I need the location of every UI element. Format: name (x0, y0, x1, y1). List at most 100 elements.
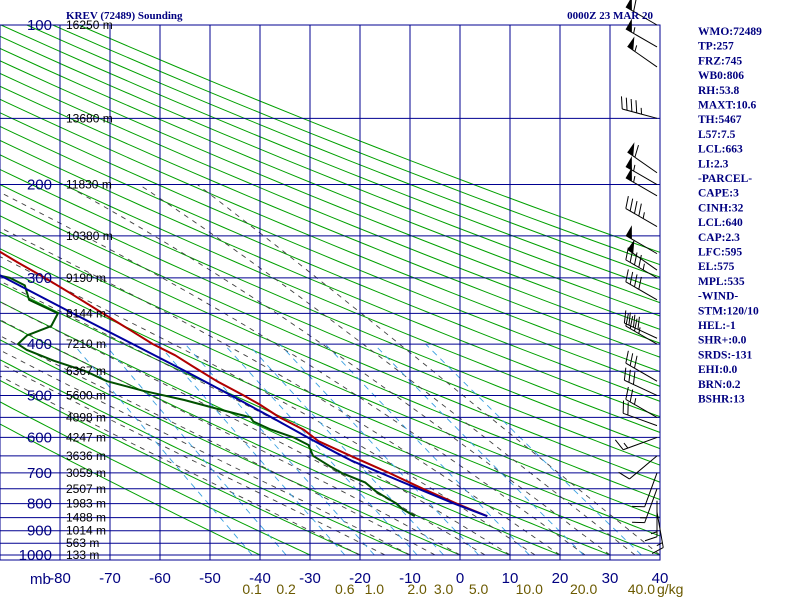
pressure-unit-label: mb (30, 571, 51, 588)
mixing-ratio-label: 10.0 (516, 581, 543, 597)
sounding-index: -WIND- (698, 291, 738, 303)
wind-barb (625, 350, 658, 382)
sounding-index: CAP:2.3 (698, 232, 740, 244)
temperature-tick-label: 0 (456, 570, 464, 587)
moist-adiabat (197, 184, 660, 556)
mixing-ratio-label: 20.0 (570, 581, 597, 597)
temperature-tick-label: -60 (149, 570, 171, 587)
sounding-index: BSHR:13 (698, 394, 745, 406)
sounding-index: MPL:535 (698, 276, 745, 288)
height-label: 4247 m (66, 430, 106, 444)
wind-barb (623, 367, 658, 396)
height-label: 9190 m (66, 271, 106, 285)
wind-barb (625, 167, 658, 197)
wind-barb (627, 36, 658, 68)
wind-barbs (614, 0, 664, 555)
pressure-tick-label: 800 (27, 496, 52, 513)
height-label: 4898 m (66, 410, 106, 424)
pressure-tick-label: 500 (27, 387, 52, 404)
pressure-tick-label: 400 (27, 336, 52, 353)
pressure-tick-label: 1000 (19, 547, 52, 564)
temperature-tick-label: 40 (652, 570, 669, 587)
height-label: 11830 m (66, 178, 112, 192)
profile-lines (0, 250, 488, 518)
mixing-ratio-label: 5.0 (469, 581, 489, 597)
wind-barb (625, 18, 658, 48)
sounding-index: SHR+:0.0 (698, 335, 747, 347)
chart-time: 0000Z 23 MAR 20 (567, 10, 653, 22)
pressure-tick-label: 900 (27, 523, 52, 540)
dewpoint-profile (0, 274, 416, 518)
height-label: 6367 m (66, 364, 106, 378)
wind-barb (625, 0, 658, 26)
mixing-ratio-label: 40.0 (628, 581, 655, 597)
wind-barb (623, 310, 658, 339)
pressure-tick-label: 100 (27, 17, 52, 34)
wind-barb (625, 196, 658, 227)
chart-title: KREV (72489) Sounding (66, 10, 183, 22)
wind-barb (632, 472, 658, 508)
temperature-tick-label: -10 (399, 570, 421, 587)
sounding-index: LI:2.3 (698, 158, 729, 170)
mixing-ratio-label: 0.6 (335, 581, 355, 597)
wind-barb (651, 512, 664, 555)
grid (0, 24, 661, 561)
moist-adiabat (0, 362, 386, 556)
wind-barb (614, 436, 658, 451)
plot-frame (0, 24, 661, 561)
moist-adiabat (0, 335, 436, 556)
height-label: 13680 m (66, 111, 113, 125)
wind-barb (625, 313, 658, 345)
sounding-index: LCL:640 (698, 217, 743, 229)
height-label: 563 m (66, 536, 99, 550)
temperature-profile (0, 250, 488, 518)
sounding-index: RH:53.8 (698, 85, 739, 97)
height-label: 1014 m (66, 524, 106, 538)
height-label: 133 m (66, 548, 99, 562)
sounding-index: TH:5467 (698, 114, 742, 126)
height-label: 10380 m (66, 229, 113, 243)
sounding-index: STM:120/10 (698, 305, 759, 317)
height-label: 16250 m (66, 18, 113, 32)
temperature-tick-label: 30 (602, 570, 619, 587)
wind-barb (620, 96, 658, 119)
mixing-ratio-label: 3.0 (434, 581, 454, 597)
temperature-tick-label: -70 (99, 570, 121, 587)
sounding-index: WB0:806 (698, 70, 744, 82)
temperature-tick-label: -40 (249, 570, 271, 587)
sounding-index: BRN:0.2 (698, 379, 741, 391)
sounding-index: L57:7.5 (698, 129, 736, 141)
sounding-index: FRZ:745 (698, 55, 742, 67)
wind-barb (644, 500, 658, 542)
sounding-index: SRDS:-131 (698, 349, 753, 361)
mixing-ratio-label: 2.0 (407, 581, 427, 597)
temperature-tick-label: -80 (49, 570, 71, 587)
wind-barb (625, 386, 658, 418)
temperature-tick-label: 20 (552, 570, 569, 587)
parcel-profile (0, 274, 488, 518)
sounding-index: LCL:663 (698, 144, 743, 156)
wind-barb (622, 400, 658, 427)
wind-barb (625, 225, 658, 255)
mixing-ratio-label: 1.0 (365, 581, 385, 597)
mixing-ratio-label: 0.2 (276, 581, 296, 597)
sounding-index: LFC:595 (698, 247, 742, 259)
sounding-index: CINH:32 (698, 202, 744, 214)
height-label: 1983 m (66, 497, 106, 511)
temperature-tick-label: 10 (502, 570, 519, 587)
pressure-tick-label: 700 (27, 465, 52, 482)
height-label: 7210 m (66, 337, 106, 351)
pressure-tick-label: 200 (27, 177, 52, 194)
wind-barb (618, 455, 658, 480)
sounding-index: TP:257 (698, 41, 734, 53)
temperature-tick-label: -50 (199, 570, 221, 587)
height-label: 8144 m (66, 306, 106, 320)
sounding-index: CAPE:3 (698, 188, 739, 200)
sounding-index: MAXT:10.6 (698, 100, 756, 112)
height-label: 3636 m (66, 449, 106, 463)
sounding-index: EL:575 (698, 261, 735, 273)
temperature-tick-label: -30 (299, 570, 321, 587)
temperature-tick-label: -20 (349, 570, 371, 587)
height-label: 3059 m (66, 466, 106, 480)
